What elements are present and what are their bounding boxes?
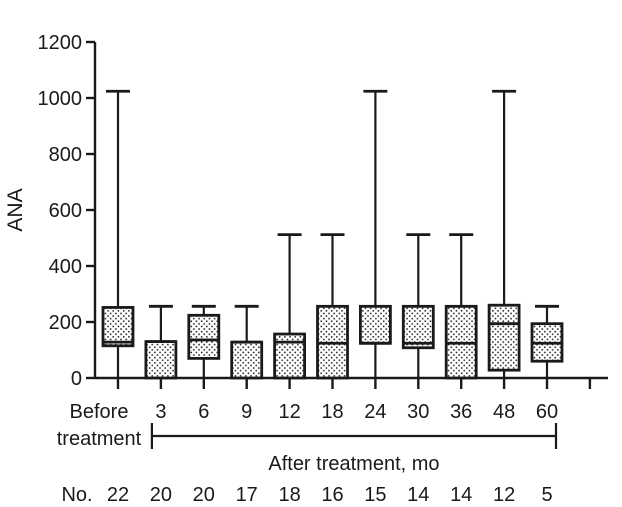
y-tick-label: 400 (49, 256, 82, 278)
x-label-18: 18 (321, 401, 343, 423)
count-value-18: 16 (321, 484, 343, 506)
plot-root: 0 200 400 600 800 1000 1200 ANA Before treatment 3… (4, 32, 608, 506)
x-label-before-line2: treatment (57, 428, 142, 450)
y-tick-label: 1200 (38, 32, 83, 54)
box-24-iqr (358, 304, 392, 345)
count-value-60: 5 (541, 484, 552, 506)
x-label-3: 3 (155, 401, 166, 423)
x-label-60: 60 (536, 401, 558, 423)
box-12-iqr (273, 332, 307, 380)
y-tick-label: 800 (49, 144, 82, 166)
box-9-iqr (230, 340, 264, 380)
x-label-6: 6 (198, 401, 209, 423)
count-value-30: 14 (407, 484, 429, 506)
counts-row-label: No. (61, 484, 92, 506)
x-label-before-line1: Before (70, 401, 129, 423)
x-axis-group-title: After treatment, mo (268, 453, 439, 475)
y-tick-label: 600 (49, 200, 82, 222)
x-label-24: 24 (364, 401, 386, 423)
count-value-before-treatment: 22 (107, 484, 129, 506)
x-label-48: 48 (493, 401, 515, 423)
x-label-36: 36 (450, 401, 472, 423)
y-tick-label: 200 (49, 312, 82, 334)
count-value-48: 12 (493, 484, 515, 506)
box-30-iqr (401, 304, 435, 350)
box-48-iqr (487, 303, 521, 372)
count-value-36: 14 (450, 484, 472, 506)
count-value-9: 17 (236, 484, 258, 506)
count-value-12: 18 (278, 484, 300, 506)
box-6-iqr (187, 313, 221, 360)
y-tick-label: 1000 (38, 88, 83, 110)
y-tick-label: 0 (71, 368, 82, 390)
box-3-iqr (144, 340, 178, 380)
x-label-12: 12 (278, 401, 300, 423)
y-axis-title: ANA (4, 188, 27, 231)
count-value-24: 15 (364, 484, 386, 506)
count-value-6: 20 (193, 484, 215, 506)
count-value-3: 20 (150, 484, 172, 506)
x-label-30: 30 (407, 401, 429, 423)
box-before-treatment-iqr (101, 306, 135, 348)
x-label-9: 9 (241, 401, 252, 423)
